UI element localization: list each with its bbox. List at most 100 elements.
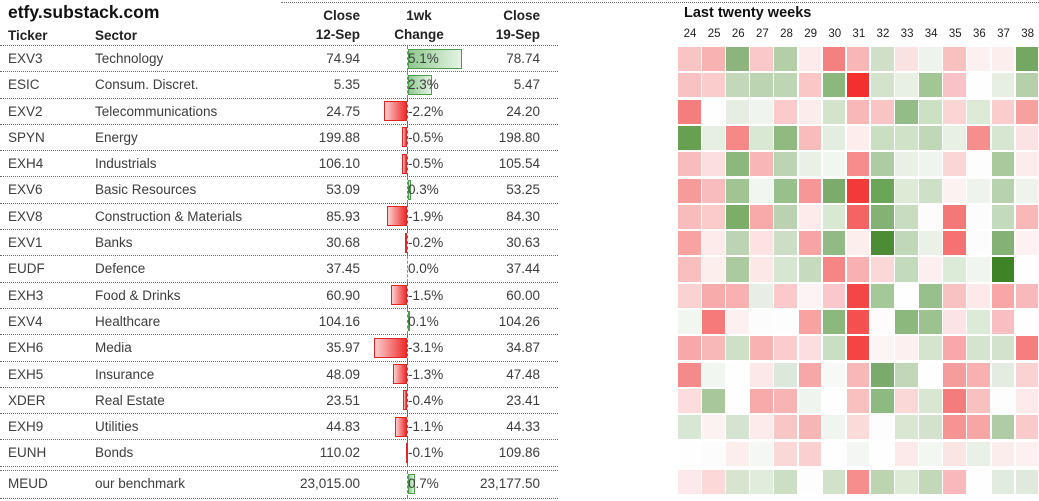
heatmap-cell (846, 99, 870, 124)
heatmap-cell (798, 415, 822, 440)
heatmap-cell (846, 73, 870, 98)
heatmap-cell (870, 283, 894, 308)
close-19sep-cell: 105.54 (498, 156, 540, 172)
heatmap-cell (846, 257, 870, 282)
change-data-bar (406, 442, 408, 463)
heatmap-week-label: 25 (707, 28, 721, 40)
heatmap-cell (870, 125, 894, 151)
heatmap-cell (943, 415, 966, 440)
ticker-cell: SPYN (8, 129, 45, 145)
close-19sep-cell: 34.87 (506, 340, 540, 356)
heatmap-cell (702, 257, 725, 282)
heatmap-cell (919, 178, 942, 203)
heatmap-cell (702, 99, 725, 124)
ticker-cell: EXH9 (8, 419, 44, 435)
heatmap-cell (846, 283, 870, 308)
heatmap-cell (822, 336, 846, 361)
change-data-bar (408, 74, 432, 95)
change-value: 0.0% (408, 261, 439, 277)
close-19sep-cell: 53.25 (506, 182, 540, 198)
heatmap-cell (774, 388, 798, 414)
heatmap-cell (895, 231, 918, 256)
heatmap-cell (919, 362, 942, 387)
change-cell: -0.1% (374, 440, 466, 466)
heatmap-cell (822, 73, 846, 98)
heatmap-cell (967, 204, 991, 229)
change-axis-line (407, 203, 408, 230)
heatmap-cell (822, 47, 846, 72)
heatmap-cell (846, 362, 870, 387)
heatmap-cell (750, 441, 773, 466)
heatmap-cell (967, 310, 991, 335)
heatmap-cell (846, 47, 870, 72)
ticker-cell: EXV2 (8, 103, 43, 119)
heatmap-cell (726, 231, 749, 256)
heatmap-week-label: 28 (780, 28, 793, 40)
change-axis-line (407, 387, 408, 414)
column-header-1wk-change: 1wk Change (394, 8, 444, 42)
heatmap-cell (750, 415, 773, 440)
close-12sep-cell: 23,015.00 (299, 476, 360, 492)
heatmap-cell (870, 470, 894, 495)
table-row: EXH4 Industrials 106.10 -0.5% 105.54 (0, 151, 558, 178)
heatmap-cell (1015, 152, 1039, 177)
ticker-cell: EXH4 (8, 156, 44, 172)
heatmap-cell (774, 283, 798, 308)
heatmap-cell (726, 283, 749, 308)
sector-cell: Healthcare (95, 313, 161, 329)
heatmap-cell (822, 470, 846, 495)
change-axis-line (407, 335, 408, 361)
heatmap-cell (726, 99, 749, 124)
heatmap-cell (991, 178, 1015, 203)
table-row: EXV6 Basic Resources 53.09 0.3% 53.25 (0, 177, 558, 204)
heatmap-cell (1015, 178, 1039, 203)
heatmap-cell (919, 310, 942, 335)
heatmap-cell (967, 47, 991, 72)
heatmap-cell (870, 47, 894, 72)
heatmap-cell (991, 388, 1015, 414)
table-row: EXH9 Utilities 44.83 -1.1% 44.33 (0, 414, 558, 441)
change-axis-line (407, 151, 408, 177)
heatmap-cell (822, 125, 846, 151)
heatmap-cell (750, 283, 773, 308)
heatmap-cell (943, 73, 966, 98)
sector-cell: Bonds (95, 445, 134, 461)
sector-cell: Construction & Materials (95, 208, 243, 224)
heatmap-cell (919, 99, 942, 124)
heatmap-week-label: 36 (973, 28, 986, 40)
heatmap-cell (798, 336, 822, 361)
change-cell: -0.2% (374, 230, 466, 256)
heatmap-week-label: 33 (900, 28, 914, 40)
close-12sep-cell: 85.93 (326, 208, 360, 224)
sector-cell: Media (95, 340, 132, 356)
change-data-bar (391, 285, 407, 306)
change-cell: -1.1% (374, 414, 466, 440)
heatmap-cell (678, 388, 701, 414)
heatmap-cell (798, 47, 822, 72)
heatmap-cell (895, 388, 918, 414)
change-value: -0.1% (408, 445, 444, 461)
heatmap-cell (870, 310, 894, 335)
heatmap-cell (967, 99, 991, 124)
close-12sep-cell: 53.09 (326, 182, 360, 198)
heatmap-cell (895, 470, 918, 495)
heatmap-cell (702, 178, 725, 203)
heatmap-cell (991, 99, 1015, 124)
change-cell: -0.5% (374, 151, 466, 177)
heatmap-cell (846, 152, 870, 177)
heatmap-cell (846, 415, 870, 440)
heatmap-cell (967, 336, 991, 361)
close-12sep-cell: 30.68 (326, 235, 360, 251)
heatmap-cell (895, 415, 918, 440)
heatmap-cell (1015, 336, 1039, 361)
heatmap-cell (870, 362, 894, 387)
change-data-bar (405, 232, 407, 253)
heatmap-cell (774, 47, 798, 72)
heatmap-cell (895, 47, 918, 72)
close-12sep-cell: 44.83 (326, 419, 360, 435)
heatmap-cell (919, 152, 942, 177)
change-axis-line (407, 46, 408, 72)
heatmap-cell (822, 204, 846, 229)
ticker-cell: EUDF (8, 261, 45, 277)
heatmap-cell (774, 257, 798, 282)
